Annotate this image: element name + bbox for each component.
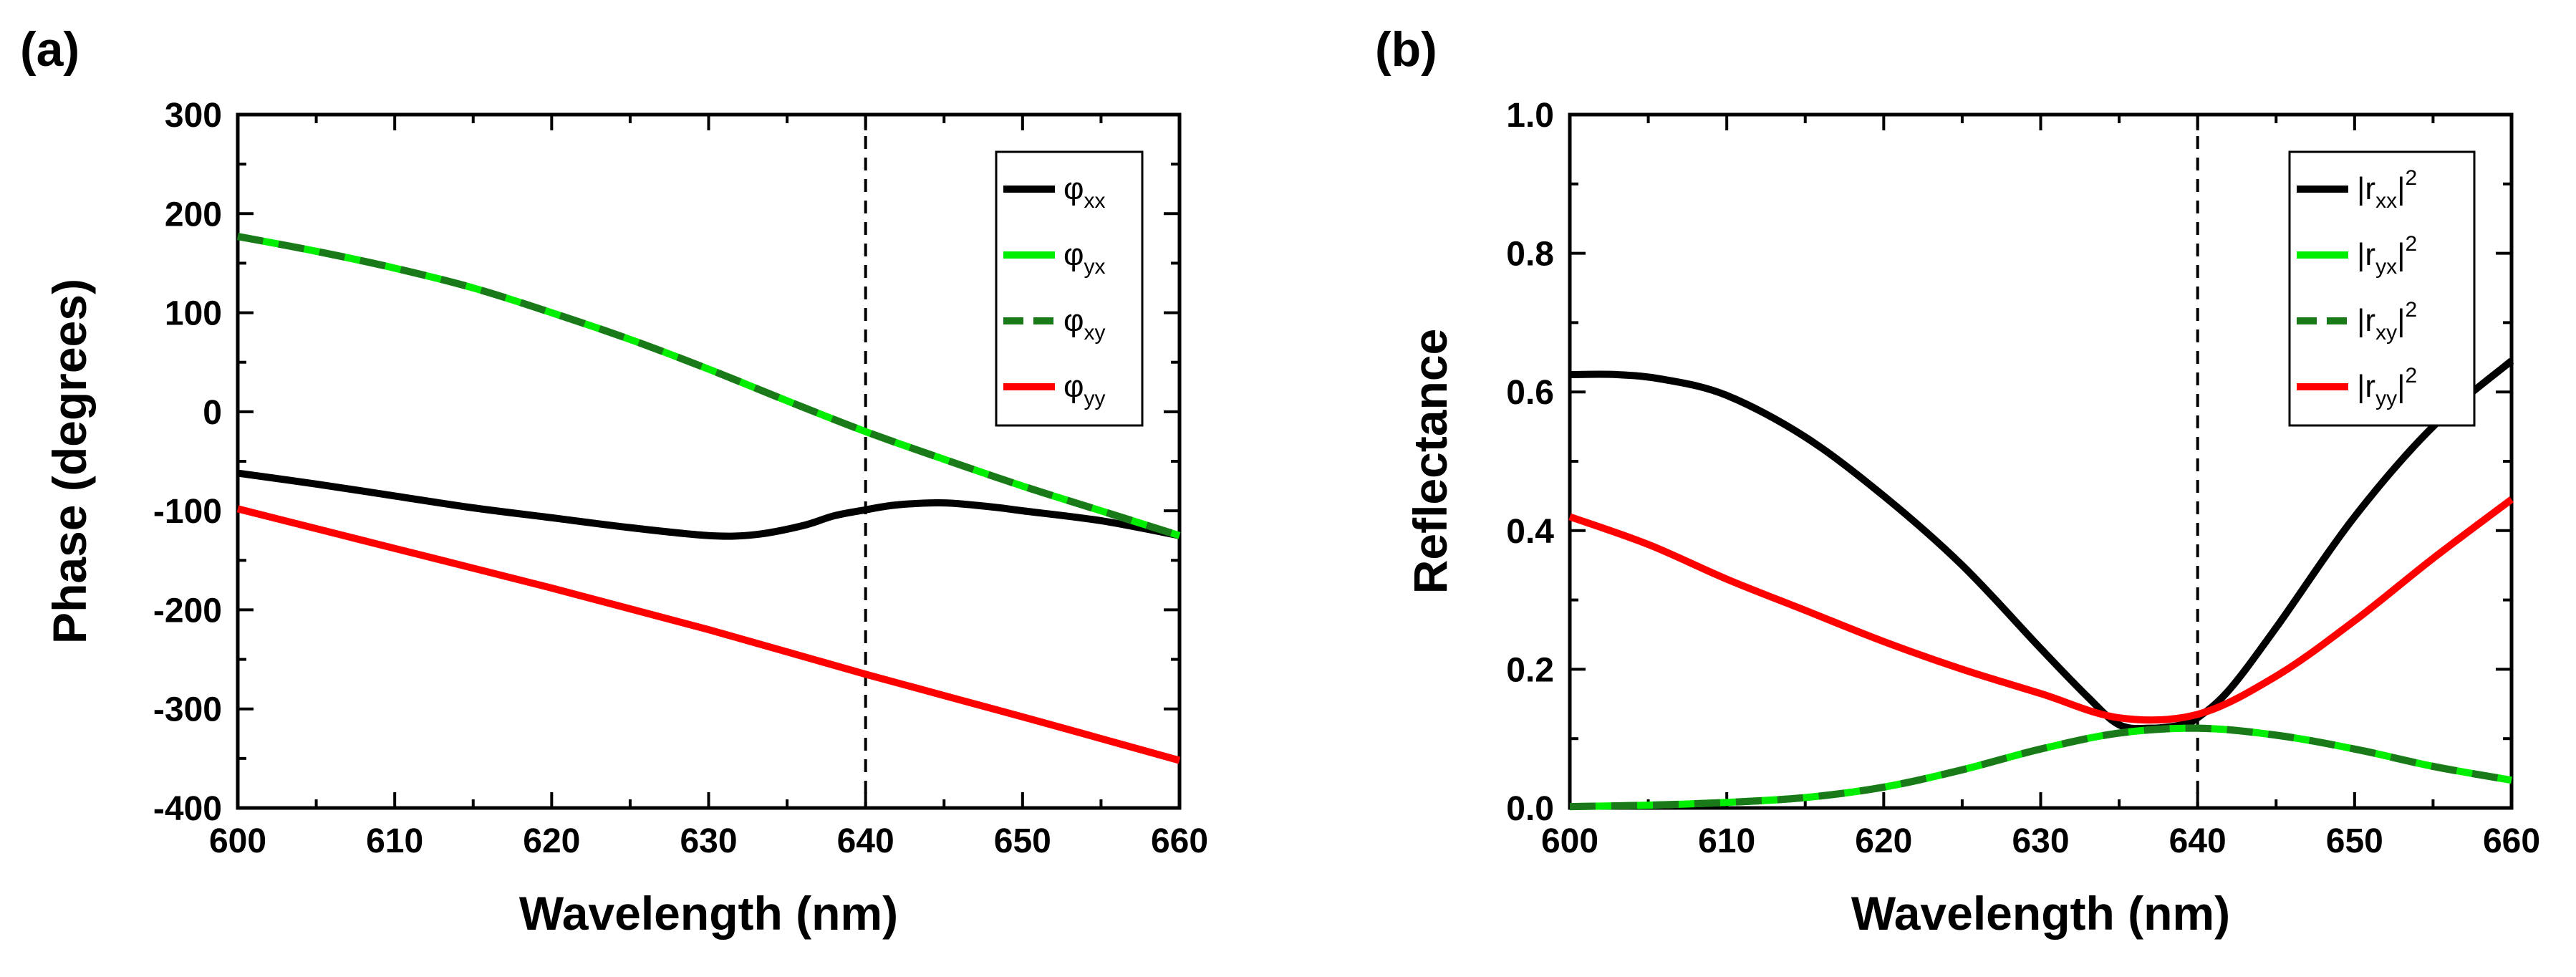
y-tick-label: 0.2 xyxy=(1506,651,1554,689)
legend-box xyxy=(2288,150,2476,427)
y-tick-label: 0.4 xyxy=(1506,513,1554,551)
x-axis-title: Wavelength (nm) xyxy=(519,887,898,940)
y-tick-label: 300 xyxy=(165,97,222,135)
x-tick-label: 600 xyxy=(1541,822,1598,860)
y-tick-label: 0.6 xyxy=(1506,374,1554,412)
series-line-xx xyxy=(237,469,1180,540)
legend-label-yx: φyx xyxy=(1063,237,1106,279)
phase-panel: (a) 600 610 620 630 640 650 660 -400 -300 -200 -10… xyxy=(0,0,1275,977)
legend-label-xy: φxy xyxy=(1063,303,1106,345)
x-tick-label: 650 xyxy=(2326,822,2383,860)
legend-label-xx: |rxx|2 xyxy=(2357,166,2417,213)
y-tick-label: 1.0 xyxy=(1506,97,1554,135)
legend-box xyxy=(995,150,1144,427)
y-tick-label: 100 xyxy=(165,295,222,333)
series-line-yy xyxy=(236,505,1181,764)
y-tick-label: -200 xyxy=(153,592,222,630)
phase-chart: 600 610 620 630 640 650 660 -400 -300 -200 -100 0 10… xyxy=(43,97,1208,940)
series-line-yx xyxy=(237,233,1181,539)
x-tick-label: 660 xyxy=(1151,822,1208,860)
x-tick-label: 620 xyxy=(523,822,580,860)
legend-label-yx: |ryx|2 xyxy=(2357,232,2417,279)
x-tick-label: 610 xyxy=(366,822,423,860)
y-tick-label: -300 xyxy=(153,691,222,729)
x-tick-label: 640 xyxy=(837,822,894,860)
series-line-xy xyxy=(1569,724,2512,811)
reflectance-chart: 600 610 620 630 640 650 660 0.0 0.2 0.4 0.6 0.8 1.0 W… xyxy=(1404,97,2540,940)
x-tick-label: 620 xyxy=(1855,822,1912,860)
x-tick-label: 600 xyxy=(209,822,266,860)
legend-label-xx: φxx xyxy=(1063,171,1106,213)
x-tick-label: 630 xyxy=(680,822,737,860)
panel-label-b: (b) xyxy=(1375,22,1437,77)
x-tick-label: 630 xyxy=(2012,822,2069,860)
x-tick-label: 650 xyxy=(994,822,1051,860)
x-axis-title: Wavelength (nm) xyxy=(1851,887,2230,940)
legend-label-yy: |ryy|2 xyxy=(2357,364,2417,410)
legend-label-xy: |rxy|2 xyxy=(2357,298,2417,345)
reflectance-panel: (b) 600 610 620 630 640 650 660 0.0 0.2 0.4 0.6 0.8… xyxy=(1354,0,2576,977)
series-line-yy xyxy=(1568,496,2514,724)
x-tick-label: 610 xyxy=(1698,822,1755,860)
x-tick-label: 640 xyxy=(2169,822,2227,860)
y-tick-label: 0.8 xyxy=(1506,236,1554,274)
y-axis-title: Reflectance xyxy=(1404,329,1457,595)
y-tick-label: -100 xyxy=(153,493,222,531)
y-tick-label: 200 xyxy=(165,196,222,234)
y-axis-title: Phase (degrees) xyxy=(43,279,96,644)
panel-label-a: (a) xyxy=(20,22,80,77)
y-tick-label: 0.0 xyxy=(1506,790,1554,828)
y-tick-label: 0 xyxy=(203,394,222,432)
series-line-xx xyxy=(1569,357,2514,733)
y-tick-label: -400 xyxy=(153,790,222,828)
x-tick-label: 660 xyxy=(2483,822,2540,860)
legend-label-yy: φyy xyxy=(1063,369,1106,410)
